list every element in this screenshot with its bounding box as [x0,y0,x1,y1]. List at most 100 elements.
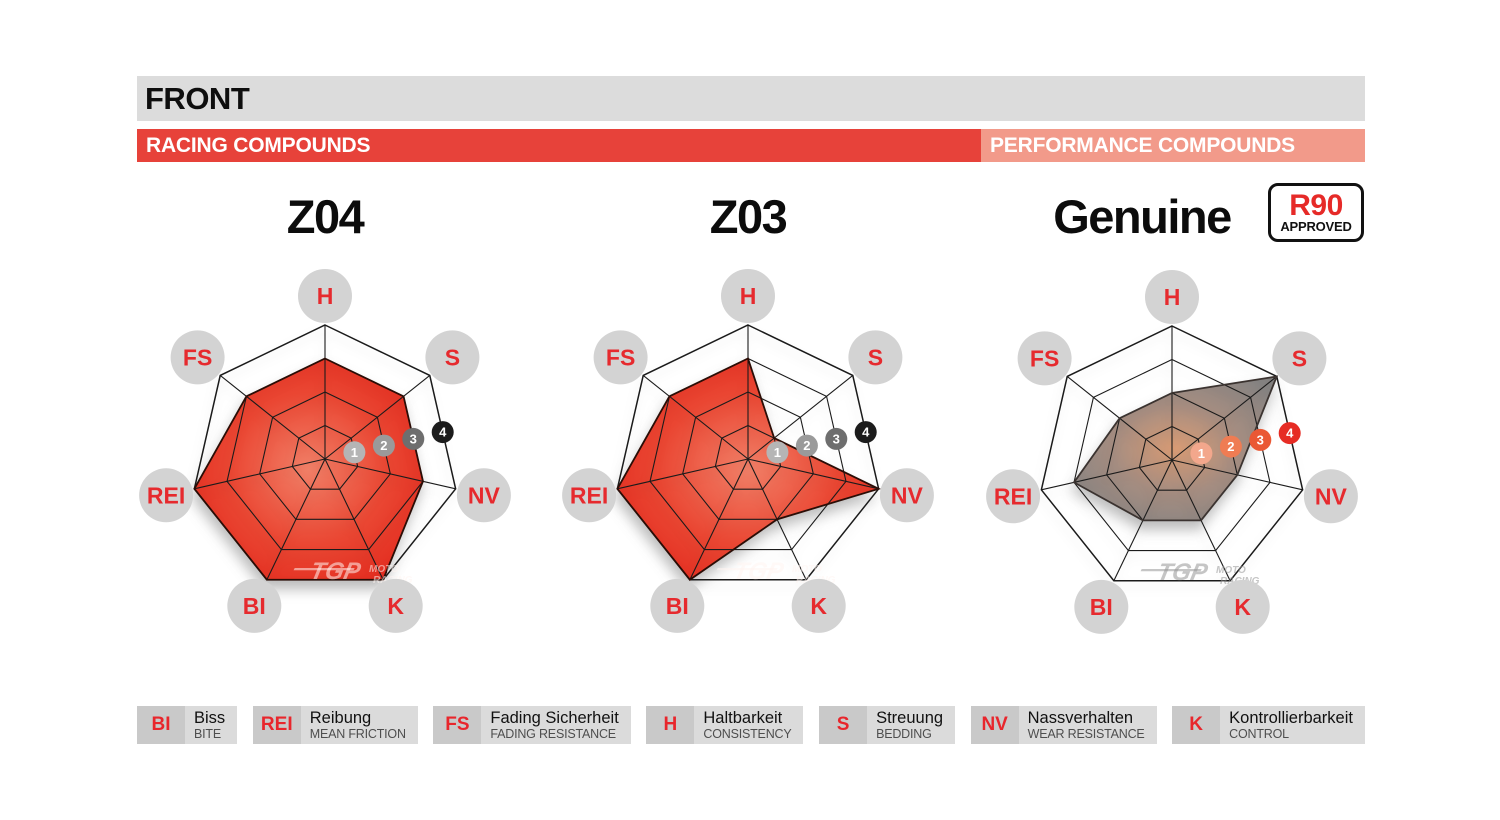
radar-svg-z04: TGPMOTORACING1234HSNVKBIREIFS [139,269,511,633]
scale-marker-label: 3 [1257,432,1264,447]
radar-chart-z04: TGPMOTORACING1234HSNVKBIREIFS [130,254,520,649]
scale-marker-4 [854,421,877,444]
scale-marker-label: 4 [439,425,447,440]
scale-marker-label: 1 [774,445,781,460]
axis-label-K: K [387,593,404,619]
scale-marker-4 [431,421,454,444]
legend-item-s: S Streuung BEDDING [819,706,956,744]
axis-label-REI: REI [147,482,185,508]
scale-marker-1 [766,441,789,464]
grid-ring-4 [616,324,880,581]
scale-markers: 1 2 3 4 [343,421,454,464]
data-polygon-outline [616,357,882,581]
data-polygon-outline [193,357,424,581]
legend-term-de: Streuung [876,709,944,727]
axis-label-FS: FS [1030,345,1059,371]
axis-labels: H S NV K BI REI FS [139,269,511,633]
grid-spoke-REI [194,458,326,490]
axis-circle-BI [1074,579,1129,634]
axis-circle-FS [1017,331,1072,386]
grid-ring-4 [1040,325,1304,582]
scale-markers: 1 2 3 4 [766,421,877,464]
legend-term-en: CONSISTENCY [703,727,792,741]
legend-term-en: CONTROL [1229,727,1289,741]
legend-term-en: BITE [194,727,221,741]
legend-item-h: H Haltbarkeit CONSISTENCY [646,706,804,744]
grid-spoke-BI [689,458,749,580]
axis-circle-NV [456,468,511,523]
axis-circle-H [298,269,352,323]
scale-marker-2 [1219,435,1242,458]
legend-term-de: Kontrollierbarkeit [1229,709,1353,727]
legend-text: Fading Sicherheit FADING RESISTANCE [481,706,631,744]
scale-marker-3 [1249,428,1272,451]
watermark-logo-line [716,568,778,571]
grid-spoke-FS [642,375,749,460]
radar-svg-genuine: TGPMOTORACING1234HSNVKBIREIFS [986,270,1358,634]
grid-spoke-NV [747,458,879,490]
axis-circle-K [791,578,846,633]
grid-spoke-FS [219,375,326,460]
axis-label-S: S [1292,345,1307,371]
grid-spoke-S [747,375,854,460]
scale-marker-label: 4 [1286,426,1294,441]
axis-label-REI: REI [570,482,608,508]
scale-marker-label: 1 [351,445,358,460]
data-polygon-fill [617,358,879,580]
axis-label-K: K [810,593,827,619]
scale-marker-1 [1190,442,1213,465]
axis-labels: H S NV K BI REI FS [986,270,1358,634]
axis-circle-BI [227,578,282,633]
watermark-logo-text: TGP [308,558,364,585]
watermark-moto-text: MOTO [1216,565,1246,576]
performance-compounds-label: PERFORMANCE COMPOUNDS [990,133,1295,157]
axis-circle-H [721,269,775,323]
axis-label-NV: NV [891,482,924,508]
scale-marker-label: 2 [803,438,810,453]
legend-abbr: FS [433,706,482,744]
axis-circle-FS [593,330,648,385]
data-polygon-fill [194,358,423,580]
axis-circle-S [1272,331,1327,386]
axis-label-NV: NV [468,482,501,508]
data-polygon-fill [1074,376,1277,521]
scale-marker-label: 1 [1198,446,1205,461]
legend-abbr: K [1172,706,1221,744]
watermark-moto-text: MOTO [369,564,399,575]
scale-marker-1 [343,441,366,464]
data-polygon-outline [1072,375,1279,522]
axis-circle-REI [562,468,617,523]
legend-text: Nassverhalten WEAR RESISTANCE [1018,706,1157,744]
scale-marker-2 [372,434,395,457]
radar-chart-genuine: TGPMOTORACING1234HSNVKBIREIFS [977,255,1367,650]
legend-term-en: WEAR RESISTANCE [1027,727,1145,741]
radar-chart-z03: TGPMOTORACING1234HSNVKBIREIFS [553,254,943,649]
legend-abbr: S [819,706,868,744]
grid-ring-2 [259,391,391,520]
axis-label-S: S [868,344,883,370]
racing-compounds-band: RACING COMPOUNDS [137,129,981,162]
axis-label-FS: FS [606,344,635,370]
axis-circle-S [848,330,903,385]
legend-abbr: REI [252,706,301,744]
axis-circle-REI [139,468,194,523]
legend-abbr: H [646,706,695,744]
axis-label-H: H [1164,284,1181,310]
axis-circle-S [425,330,480,385]
grid-ring-3 [649,357,847,551]
watermark-logo-line [293,568,355,571]
axis-circle-K [368,578,423,633]
legend-term-en: FADING RESISTANCE [490,727,616,741]
grid-spoke-S [324,375,431,460]
grid-spoke-K [324,458,384,580]
axis-label-S: S [445,344,460,370]
racing-compounds-label: RACING COMPOUNDS [146,133,371,157]
axis-circle-H [1145,270,1199,324]
chart-title-z04: Z04 [286,190,365,243]
legend-term-de: Fading Sicherheit [490,709,619,727]
grid-spoke-NV [324,458,456,490]
legend-term-de: Haltbarkeit [703,709,783,727]
scale-marker-label: 3 [833,431,840,446]
legend-text: Streuung BEDDING [867,706,956,744]
